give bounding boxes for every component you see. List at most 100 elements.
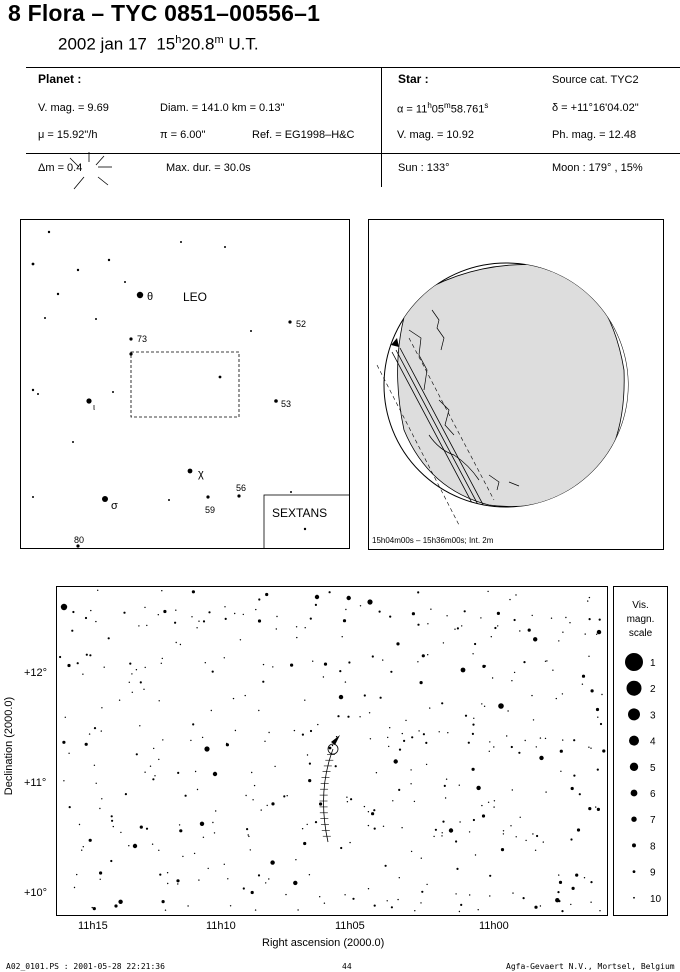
chart-star [301,733,304,736]
chart-star [213,832,216,834]
chart-star [232,697,235,700]
chart-star [596,633,598,635]
chart-star [570,903,572,906]
chart-star [471,732,474,735]
chart-star [513,671,516,674]
scale-label: 6 [650,789,656,800]
scale-dot [631,816,637,822]
star-label-sigma: σ [111,500,118,512]
chart-star [190,739,192,742]
chart-star [340,846,343,850]
chart-star [265,592,269,597]
chart-star [247,834,249,836]
chart-star [92,907,96,911]
finder-star [274,399,278,403]
chart-star [59,655,62,659]
chart-star [258,709,260,712]
scale-dot [626,680,642,696]
chart-star [426,883,428,886]
footer-file: A02_0101.PS : 2001-05-28 22:21:36 [6,962,165,971]
chart-star [82,673,84,675]
chart-star [512,892,514,894]
chart-star [429,707,431,709]
chart-star [422,733,425,736]
chart-star [581,674,586,678]
chart-star [441,702,444,705]
chart-star [346,796,348,798]
chart-star [421,654,425,658]
chart-star [562,631,564,633]
chart-star [274,765,276,768]
chart-star [210,709,212,712]
chart-star [323,902,326,904]
chart-star [166,872,169,874]
chart-star [295,859,297,861]
chart-star [89,654,92,657]
chart-star [392,800,394,802]
ra-tick-1115: 11h15 [78,920,108,932]
chart-bright-star [460,667,466,673]
chart-star [507,710,509,712]
chart-star [139,725,141,727]
chart-star [143,688,145,690]
magnitude-scale: Vis. magn. scale 1 2 3 4 5 6 7 8 9 10 [613,586,668,916]
chart-star [334,765,337,768]
chart-star [118,699,121,701]
finder-star [47,230,51,234]
chart-star [99,807,101,810]
chart-star [255,608,257,611]
chart-star [163,609,167,614]
chart-star [539,905,542,907]
chart-bright-star [212,771,218,777]
chart-star [331,744,334,747]
chart-star [249,849,251,851]
chart-star [511,789,513,791]
planet-vmag: V. mag. = 9.69 [38,102,109,114]
chart-star [118,899,123,904]
finder-star [95,318,97,320]
chart-star [454,628,456,630]
chart-star [234,729,237,732]
chart-star [596,629,602,635]
scale-label: 2 [650,684,656,695]
chart-star [257,874,261,877]
chart-star [196,627,198,629]
chart-star [442,642,445,644]
chart-star [403,739,406,742]
scale-label: 1 [650,658,656,669]
scale-dot [630,789,638,797]
chart-star [223,863,225,865]
chart-star [293,880,298,886]
chart-star [107,637,110,640]
chart-star [304,627,306,629]
chart-star [295,626,298,628]
chart-star [177,771,180,774]
chart-star [367,824,370,827]
chart-star [524,739,526,742]
chart-star [192,723,195,726]
chart-star [519,630,521,632]
scale-dot [628,708,640,721]
chart-star [482,664,486,668]
chart-star [455,893,457,895]
chart-star [417,623,420,626]
chart-star [425,741,428,744]
coastlines [408,309,520,491]
star-header: Star : [398,72,429,86]
chart-star [382,659,384,661]
chart-star [345,608,347,611]
chart-star [545,791,547,793]
chart-star [493,746,495,748]
chart-star [152,778,155,781]
chart-star [456,627,459,630]
chart-star [411,612,415,616]
chart-star [447,732,449,734]
chart-star [367,811,370,813]
chart-star [473,717,475,719]
chart-star [418,730,420,732]
chart-star [344,894,346,896]
finder-star [31,388,35,392]
chart-star [476,785,481,791]
chart-star [382,825,385,827]
scale-label: 8 [650,841,656,852]
